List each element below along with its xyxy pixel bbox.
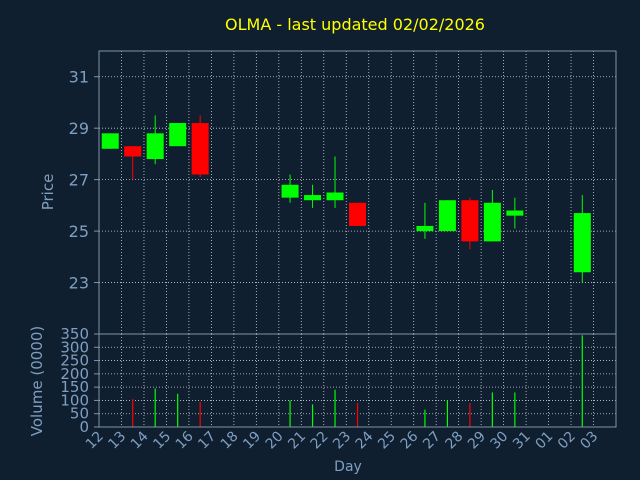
candlesticks bbox=[101, 115, 591, 283]
volume-tick-label: 250 bbox=[60, 352, 89, 370]
price-tick-label: 25 bbox=[69, 222, 89, 241]
price-panel: 23 25 27 29 31 Price bbox=[39, 50, 617, 335]
price-tick-label: 29 bbox=[69, 119, 89, 138]
volume-tick-label: 350 bbox=[60, 325, 89, 343]
price-gridlines bbox=[99, 51, 616, 334]
candle-body bbox=[281, 184, 299, 198]
candle-body bbox=[461, 200, 479, 242]
volume-tick-label: 100 bbox=[60, 391, 89, 409]
day-x-tick-labels: 1213141516171819202122232425262728293031… bbox=[83, 428, 601, 452]
volume-axis-label: Volume (0000) bbox=[28, 326, 46, 436]
candle-body bbox=[101, 133, 119, 149]
volume-tick-label: 150 bbox=[60, 378, 89, 396]
volume-bars bbox=[132, 335, 583, 427]
day-axis-label: Day bbox=[334, 459, 362, 475]
chart-title: OLMA - last updated 02/02/2026 bbox=[225, 15, 485, 34]
volume-tick-label: 200 bbox=[60, 365, 89, 383]
price-tick-label: 27 bbox=[69, 171, 89, 190]
candle-body bbox=[146, 133, 164, 160]
candle-body bbox=[349, 202, 366, 226]
candle-body bbox=[169, 123, 187, 147]
price-axis-label: Price bbox=[39, 174, 57, 211]
candle-body bbox=[483, 202, 501, 242]
candle-body bbox=[326, 192, 344, 201]
price-tick-label: 23 bbox=[69, 274, 89, 293]
volume-plot-border bbox=[98, 333, 617, 428]
candle-body bbox=[438, 200, 456, 232]
candle-body bbox=[304, 195, 322, 201]
candle-body bbox=[573, 213, 591, 273]
volume-tick-label: 300 bbox=[60, 338, 89, 356]
volume-tick-label: 50 bbox=[70, 405, 89, 423]
price-tick-label: 31 bbox=[69, 68, 89, 87]
candle-body bbox=[191, 123, 209, 175]
candle-body bbox=[124, 146, 142, 157]
candle-body bbox=[506, 210, 524, 216]
volume-tick-label: 0 bbox=[79, 418, 89, 436]
price-y-tick-labels: 23 25 27 29 31 bbox=[69, 68, 99, 293]
candle-body bbox=[416, 225, 434, 232]
